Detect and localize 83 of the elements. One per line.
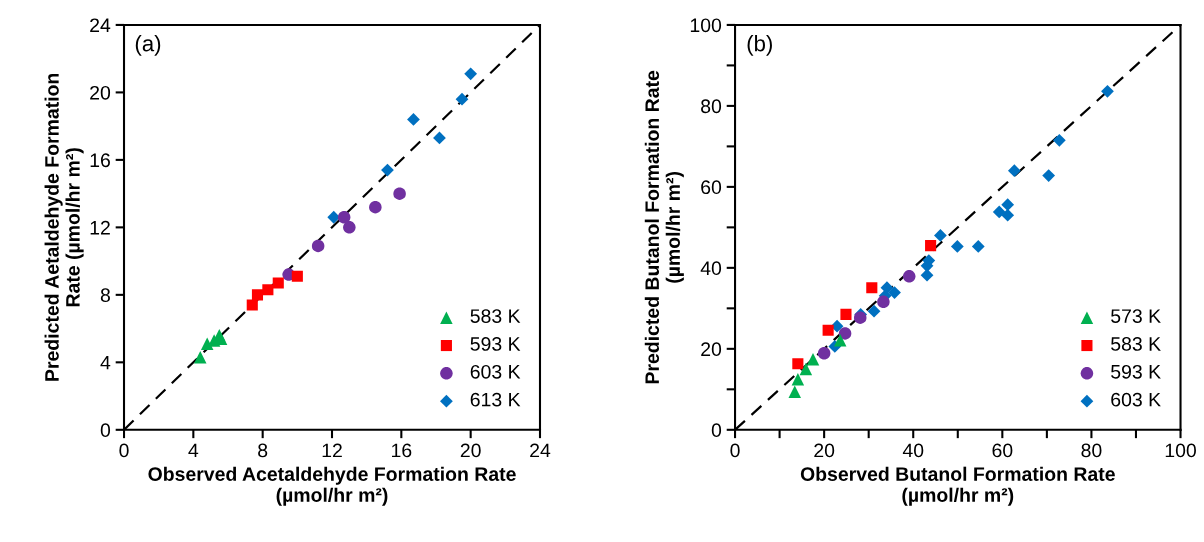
annotation: (a) — [135, 35, 161, 56]
point — [866, 282, 878, 294]
point — [251, 289, 264, 301]
point — [1001, 208, 1015, 222]
y-tick-label: 8 — [100, 288, 110, 303]
point — [840, 308, 852, 320]
point — [1001, 198, 1015, 212]
point — [806, 353, 820, 366]
y-axis-title: Predicted Aetaldehyde Formation Rate (µmol/hr m²) — [44, 73, 84, 381]
legend-label: 593 K — [470, 337, 521, 351]
y-tick-label: 16 — [90, 153, 110, 168]
y-tick-label: 4 — [100, 356, 111, 370]
x-tick-label: 4 — [188, 443, 199, 458]
x-tick-label: 0 — [730, 443, 740, 458]
x-tick-label: 8 — [258, 443, 268, 458]
y-tick-label: 0 — [100, 423, 111, 438]
point — [867, 304, 881, 318]
x-axis-title: Observed Acetaldehyde Formation Rate (µmol/hr m²) — [148, 466, 516, 506]
x-tick-label: 24 — [530, 443, 551, 458]
point — [934, 229, 947, 242]
legend-label: 603 K — [470, 364, 521, 379]
point — [817, 347, 831, 360]
y-tick-label: 80 — [701, 99, 722, 114]
x-tick-label: 20 — [460, 443, 481, 458]
point — [877, 295, 890, 309]
point — [393, 187, 406, 200]
y-tick-label: 12 — [90, 220, 110, 235]
point — [971, 240, 985, 253]
point — [291, 270, 303, 282]
point — [791, 372, 805, 386]
point — [407, 113, 420, 126]
legend-label: 583 K — [470, 309, 521, 323]
y-tick-label: 0 — [711, 423, 722, 438]
x-tick-label: 20 — [814, 443, 835, 458]
point — [327, 210, 341, 224]
point — [799, 362, 813, 376]
point — [950, 240, 964, 253]
y-tick-label: 24 — [90, 18, 111, 32]
legend-label: 603 K — [1111, 392, 1161, 407]
x-tick-label: 100 — [1165, 443, 1196, 458]
y-axis-title: Predicted Butanol Formation Rate (µmol/hr m²) — [644, 70, 684, 384]
point — [464, 67, 478, 81]
point — [880, 281, 894, 295]
point — [337, 211, 351, 224]
x-axis-title: Observed Butanol Formation Rate (µmol/hr m²) — [800, 466, 1115, 506]
x-tick-label: 12 — [322, 443, 342, 458]
x-tick-label: 60 — [992, 443, 1013, 458]
legend-label: 613 K — [470, 392, 521, 407]
point — [920, 268, 934, 282]
point — [1042, 169, 1056, 182]
x-tick-label: 40 — [902, 443, 924, 458]
legend-label: 583 K — [1111, 337, 1161, 351]
point — [925, 240, 937, 252]
point — [194, 351, 207, 364]
point — [833, 334, 847, 347]
point — [1052, 133, 1066, 147]
y-tick-label: 20 — [701, 342, 722, 357]
point — [822, 324, 834, 336]
point — [902, 270, 916, 283]
point — [343, 221, 356, 234]
point — [455, 92, 469, 106]
x-tick-label: 80 — [1081, 443, 1102, 458]
point — [992, 205, 1006, 219]
x-tick-label: 16 — [392, 443, 412, 458]
y-tick-label: 100 — [690, 18, 722, 33]
y-tick-label: 40 — [700, 261, 722, 276]
point — [1101, 84, 1114, 98]
point — [369, 200, 382, 214]
y-tick-label: 60 — [701, 180, 722, 195]
point — [792, 358, 804, 370]
point — [838, 327, 852, 340]
x-tick-label: 0 — [119, 443, 129, 458]
point — [311, 239, 325, 253]
legend-label: 573 K — [1111, 309, 1161, 323]
annotation: (b) — [747, 35, 772, 56]
point — [888, 286, 901, 299]
point — [1007, 164, 1021, 178]
point — [262, 284, 274, 296]
point — [246, 299, 258, 311]
legend-label: 593 K — [1111, 364, 1161, 379]
point — [272, 277, 284, 289]
point — [788, 385, 801, 398]
y-tick-label: 20 — [90, 85, 111, 100]
